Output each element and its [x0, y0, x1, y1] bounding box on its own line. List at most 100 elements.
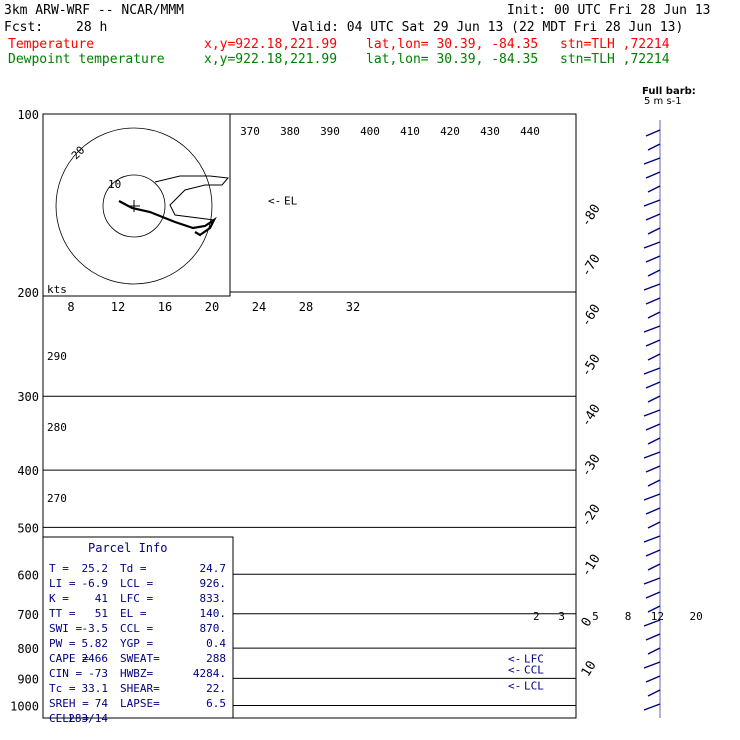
wind-barb	[643, 283, 661, 291]
parcel-info-cell: 74	[95, 697, 109, 710]
parcel-info-cell: -73	[88, 667, 108, 680]
pressure-tick-600: 600	[17, 568, 39, 582]
parcel-level-ccl: CCL	[524, 664, 544, 677]
wind-barb	[645, 591, 661, 599]
parcel-info-cell: SWEAT=	[120, 652, 160, 665]
wind-barb	[643, 451, 661, 459]
parcel-info-cell: 22.	[206, 682, 226, 695]
wind-barb	[647, 143, 661, 151]
parcel-info-cell: CELL =	[49, 712, 89, 725]
wind-barb	[643, 661, 661, 669]
moist-adiabat	[604, 292, 647, 718]
wind-barbs	[643, 120, 661, 718]
pressure-tick-100: 100	[17, 108, 39, 122]
wind-barb	[643, 241, 661, 249]
isotherm-label: -30	[579, 452, 604, 480]
parcel-level-arrow: <-	[268, 194, 281, 207]
parcel-info-frame	[42, 536, 234, 719]
mixing-ratio-label: 2	[533, 610, 540, 623]
forecast-hour: 28 h	[76, 20, 108, 35]
isotherm-label: -60	[579, 302, 604, 330]
wind-barb	[647, 227, 661, 235]
dry-adiabat	[585, 114, 740, 718]
wind-barb	[643, 157, 661, 165]
mixing-ratio-label: 12	[651, 610, 664, 623]
wind-barb	[643, 409, 661, 417]
hodograph-unit-label: kts	[47, 283, 67, 296]
parcel-level-el: EL	[284, 194, 298, 207]
temperature-legend: Temperature	[8, 37, 95, 52]
dewpoint-profile	[594, 114, 678, 706]
dewpoint-coords: x,y=922.18,221.99	[204, 52, 338, 67]
pressure-tick-200: 200	[17, 286, 39, 300]
moist-adiabat	[644, 292, 740, 718]
wind-barb	[643, 325, 661, 333]
hodograph-axis-label: 32	[346, 300, 360, 314]
parcel-level-arrow: <-	[508, 653, 521, 666]
parcel-info-cell: -6.9	[82, 577, 109, 590]
isotherm-label: -20	[579, 502, 604, 530]
theta-label: 290	[47, 350, 67, 363]
wind-barb	[643, 493, 661, 501]
hodograph-ring	[102, 174, 166, 238]
wind-barb	[645, 255, 661, 263]
theta-e-label: 400	[360, 125, 380, 138]
wind-barb	[647, 437, 661, 445]
temperature-coords: x,y=922.18,221.99	[204, 37, 338, 52]
parcel-info-cell: YGP =	[120, 637, 153, 650]
dewpoint-station: stn=TLH ,72214	[560, 52, 670, 67]
pressure-tick-900: 900	[17, 672, 39, 686]
hodograph-ring-label: 10	[108, 178, 121, 191]
parcel-level-arrow: <-	[508, 664, 521, 677]
parcel-info-box: Parcel Info T = 25.2 Td = 24.7 LI = -6.9 LCL = 9…	[42, 536, 234, 725]
parcel-info-title: Parcel Info	[88, 541, 167, 555]
pressure-tick-500: 500	[17, 521, 39, 535]
pressure-tick-300: 300	[17, 390, 39, 404]
wind-barb	[643, 619, 661, 627]
wind-barb	[643, 199, 661, 207]
hodograph-axis-label: 16	[158, 300, 172, 314]
parcel-info-cell: 6.5	[206, 697, 226, 710]
hodograph-trace	[118, 200, 217, 237]
wind-barb	[645, 381, 661, 389]
wind-barb	[647, 269, 661, 277]
pressure-tick-800: 800	[17, 642, 39, 656]
isotherm	[694, 114, 740, 718]
theta-e-label: 380	[280, 125, 300, 138]
theta-e-label: 440	[520, 125, 540, 138]
isotherm-label: -10	[579, 552, 604, 580]
theta-e-label: 430	[480, 125, 500, 138]
dewpoint-latlon: lat,lon= 30.39, -84.35	[366, 52, 539, 67]
parcel-info-cell: LI =	[49, 577, 76, 590]
parcel-level-arrow: <-	[508, 680, 521, 693]
wind-barb	[647, 689, 661, 697]
mixing-ratio-label: 3	[558, 610, 565, 623]
parcel-info-cell: 51	[95, 607, 108, 620]
wind-barb	[645, 297, 661, 305]
temperature-station: stn=TLH ,72214	[560, 37, 670, 52]
parcel-info-cell: 4284.	[193, 667, 226, 680]
wind-barb	[647, 521, 661, 529]
parcel-info-cell: 5.82	[82, 637, 109, 650]
pressure-tick-400: 400	[17, 464, 39, 478]
parcel-info-cell: HWBZ=	[120, 667, 153, 680]
dry-adiabat	[638, 114, 740, 718]
parcel-info-cell: CIN =	[49, 667, 82, 680]
wind-barb	[645, 465, 661, 473]
forecast-label: Fcst:	[4, 20, 44, 35]
wind-barb	[645, 129, 661, 137]
mixing-ratio-label: 5	[592, 610, 599, 623]
isotherm-label: -70	[579, 252, 604, 280]
parcel-info-cell: 288	[206, 652, 226, 665]
isotherm	[644, 114, 740, 718]
plot-area: 100 200 300 400 500 600 700 800 900 1000 -80 -70 -60…	[10, 108, 740, 725]
parcel-info-cell: 2466	[82, 652, 109, 665]
parcel-info-cell: Tc =	[49, 682, 76, 695]
parcel-info-cell: CAPE =	[49, 652, 89, 665]
dry-adiabat	[690, 114, 740, 718]
parcel-info-cell: EL =	[120, 607, 147, 620]
wind-barb	[647, 605, 661, 613]
parcel-info-cell: T =	[49, 562, 69, 575]
wind-barb	[645, 339, 661, 347]
